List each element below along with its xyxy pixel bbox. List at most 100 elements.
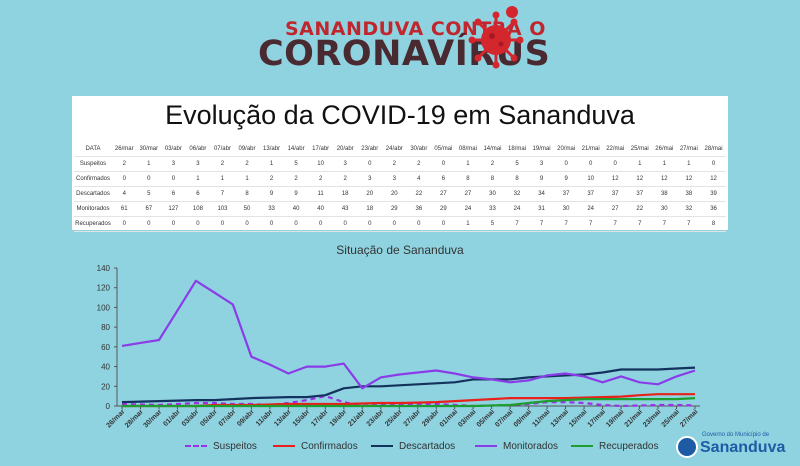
x-tick-label: 13/mai xyxy=(550,408,570,428)
x-tick-label: 26/mar xyxy=(105,408,126,429)
x-tick-label: 23/mai xyxy=(642,408,662,428)
table-row-label: Recuperados xyxy=(74,216,112,232)
table-cell: 10 xyxy=(578,171,603,187)
table-cell: 12 xyxy=(701,171,726,187)
chart-title: Situação de Sananduva xyxy=(336,243,464,257)
table-cell: 2 xyxy=(259,171,284,187)
table-cell: 32 xyxy=(504,186,530,202)
table-cell: 0 xyxy=(431,216,456,232)
series-line-suspeitos xyxy=(121,395,696,408)
series-line-recuperados xyxy=(122,397,696,408)
x-tick-label: 15/mai xyxy=(568,408,588,428)
table-date: 20/mai xyxy=(553,142,579,157)
table-cell: 18 xyxy=(357,201,383,217)
x-tick-label: 25/abr xyxy=(384,408,404,428)
table-cell: 2 xyxy=(382,156,407,172)
table-cell: 7 xyxy=(627,216,653,232)
legend-item: Monitorados xyxy=(475,441,558,452)
x-tick-label: 30/mar xyxy=(142,408,163,429)
legend-label: Recuperados xyxy=(599,441,659,452)
table-cell: 5 xyxy=(136,186,162,202)
table-cell: 0 xyxy=(578,156,603,172)
table-cell: 0 xyxy=(553,156,579,172)
table-date: 21/mai xyxy=(578,142,603,157)
x-tick-label: 09/mai xyxy=(513,408,533,428)
table-cell: 1 xyxy=(627,156,653,172)
table-row-label: Suspeitos xyxy=(74,156,112,172)
table-cell: 27 xyxy=(602,201,628,217)
x-tick-label: 03/mai xyxy=(457,408,477,428)
chart-panel: Situação de Sananduva 0 20 40 60 80 100 120 140… xyxy=(0,236,800,466)
table-cell: 7 xyxy=(578,216,603,232)
x-tick-label: 27/abr xyxy=(403,408,423,428)
municipal-logo: Governo do Município de Sananduva xyxy=(676,432,796,462)
table-cell: 8 xyxy=(701,216,726,232)
table-cell: 0 xyxy=(357,156,383,172)
table-cell: 50 xyxy=(234,201,260,217)
logo-big-text: Sananduva xyxy=(700,439,786,456)
table-row-label: Confirmados xyxy=(74,171,112,187)
table-cell: 5 xyxy=(504,156,530,172)
table-cell: 3 xyxy=(185,156,211,172)
y-tick-label: 80 xyxy=(101,323,110,332)
table-cell: 12 xyxy=(602,171,628,187)
table-cell: 7 xyxy=(553,216,579,232)
legend-label: Monitorados xyxy=(503,441,559,452)
x-tick-label: 27/mai xyxy=(679,408,699,428)
table-cell: 32 xyxy=(676,201,702,217)
table-cell: 9 xyxy=(553,171,579,187)
table-cell: 103 xyxy=(210,201,235,217)
y-tick-label: 60 xyxy=(101,343,110,352)
table-cell: 0 xyxy=(136,216,162,232)
legend-swatch xyxy=(273,445,295,448)
table-cell: 8 xyxy=(504,171,530,187)
table-cell: 7 xyxy=(602,216,628,232)
table-cell: 33 xyxy=(259,201,284,217)
table-date: 24/abr xyxy=(382,142,407,157)
table-date: 23/abr xyxy=(357,142,383,157)
table-cell: 34 xyxy=(529,186,554,202)
table-cell: 29 xyxy=(382,201,407,217)
table-row: Confirmados 0 0 0 1 1 1 2 2 2 2 3 3 4 6 8 8 8 9 9 10 12 12 12 12… xyxy=(74,171,726,187)
y-tick-label: 100 xyxy=(97,303,111,312)
table-cell: 7 xyxy=(652,216,677,232)
table-cell: 0 xyxy=(136,171,162,187)
table-row: Suspeitos 2 1 3 3 2 2 1 5 10 3 0 2 2 0 1 2 5 3 0 0 0 1 1 1 0 xyxy=(74,156,726,172)
table-cell: 6 xyxy=(185,186,211,202)
municipal-crest-icon xyxy=(676,436,698,458)
x-tick-label: 15/abr xyxy=(292,408,312,428)
table-cell: 5 xyxy=(283,156,309,172)
x-tick-label: 05/mai xyxy=(476,408,496,428)
table-cell: 30 xyxy=(480,186,505,202)
x-tick-label: 25/mai xyxy=(661,408,681,428)
x-tick-label: 19/abr xyxy=(329,408,349,428)
table-row-label: Descartados xyxy=(74,186,112,202)
table-date: 19/mai xyxy=(529,142,554,157)
table-cell: 0 xyxy=(112,216,137,232)
x-tick-label: 21/mai xyxy=(624,408,644,428)
table-cell: 2 xyxy=(112,156,137,172)
table-cell: 43 xyxy=(332,201,358,217)
table-date: 14/abr xyxy=(283,142,309,157)
y-tick-label: 120 xyxy=(97,284,111,293)
table-header-row: DATA 26/mar 30/mar 03/abr 06/abr 07/abr 09/abr… xyxy=(74,142,726,157)
covid-data-table: DATA 26/mar 30/mar 03/abr 06/abr 07/abr 09/abr… xyxy=(74,142,726,232)
y-tick-label: 20 xyxy=(101,382,110,391)
table-cell: 8 xyxy=(455,171,481,187)
y-tick-label: 140 xyxy=(97,264,111,273)
table-cell: 0 xyxy=(185,216,211,232)
table-cell: 11 xyxy=(308,186,333,202)
table-date: 07/abr xyxy=(210,142,235,157)
table-cell: 4 xyxy=(112,186,137,202)
table-row: Monitorados 61 67 127 108 103 50 33 40 40 43 18 29 36… xyxy=(74,201,726,217)
table-cell: 2 xyxy=(406,156,432,172)
table-cell: 9 xyxy=(283,186,309,202)
table-cell: 2 xyxy=(234,156,260,172)
table-cell: 1 xyxy=(652,156,677,172)
table-cell: 24 xyxy=(455,201,481,217)
table-cell: 0 xyxy=(283,216,309,232)
table-cell: 0 xyxy=(210,216,235,232)
table-cell: 1 xyxy=(455,156,481,172)
table-cell: 2 xyxy=(480,156,505,172)
x-tick-label: 17/abr xyxy=(310,408,330,428)
